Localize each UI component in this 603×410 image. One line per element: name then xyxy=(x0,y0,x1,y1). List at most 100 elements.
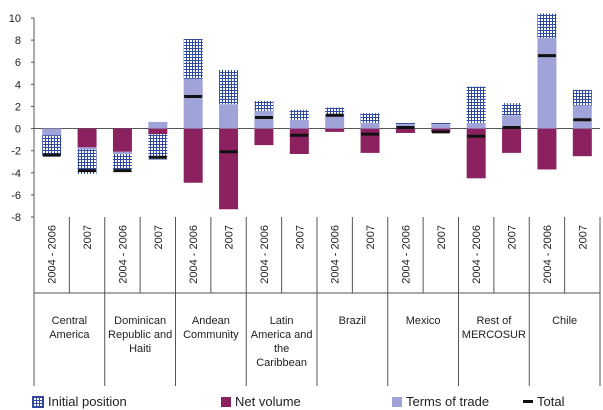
bar-net-volume xyxy=(502,128,522,153)
legend-label-initial-position: Initial position xyxy=(48,394,127,409)
bar-initial-position xyxy=(148,134,168,160)
bar-terms-of-trade xyxy=(466,123,486,129)
bar-initial-position xyxy=(289,109,309,120)
group-label-line: Brazil xyxy=(339,315,367,327)
legend-label-total: Total xyxy=(537,394,565,409)
bar-net-volume xyxy=(360,128,380,153)
period-label: 2004 - 2006 xyxy=(471,225,483,284)
legend-item-net-volume: Net volume xyxy=(221,394,301,409)
bar-terms-of-trade xyxy=(431,124,451,129)
period-label: 2007 xyxy=(507,225,519,249)
period-label: 2004 - 2006 xyxy=(259,225,271,284)
bar-initial-position xyxy=(572,89,592,106)
bar-net-volume xyxy=(395,128,415,133)
bar-initial-position xyxy=(254,100,274,111)
bar-net-volume xyxy=(537,128,557,170)
group-label-line: Chile xyxy=(552,315,577,327)
legend-label-net-volume: Net volume xyxy=(235,394,301,409)
y-tick-label: 4 xyxy=(15,79,21,91)
y-tick-label: -2 xyxy=(11,146,21,158)
bar-initial-position xyxy=(77,149,97,174)
bar-initial-position xyxy=(42,135,62,156)
y-tick-label: 10 xyxy=(9,13,21,25)
group-label-line: the xyxy=(274,343,289,355)
y-tick-label: -6 xyxy=(11,190,21,202)
bar-initial-position xyxy=(325,107,345,115)
bar-net-volume xyxy=(431,128,451,132)
group-label-central-america: Central America xyxy=(49,315,90,341)
bar-terms-of-trade xyxy=(537,37,557,129)
bar-initial-position xyxy=(183,39,203,79)
bar-initial-position xyxy=(360,113,380,124)
group-label-line: America and xyxy=(251,329,313,341)
bar-net-volume xyxy=(77,128,97,148)
group-label-rest-of-mercosur: Rest of MERCOSUR xyxy=(462,315,526,341)
group-label-dominican-republic-and-haiti: Dominican Republic and Haiti xyxy=(108,315,172,355)
group-label-chile: Chile xyxy=(552,315,577,327)
bar-net-volume xyxy=(219,128,239,210)
bar-net-volume xyxy=(254,128,274,146)
period-label: 2004 - 2006 xyxy=(47,225,59,284)
bar-net-volume xyxy=(572,128,592,157)
bar-terms-of-trade xyxy=(77,147,97,150)
bar-initial-position xyxy=(112,153,132,172)
legend-item-initial-position: Initial position xyxy=(32,394,127,409)
period-label: 2007 xyxy=(153,225,165,249)
y-tick-label: 0 xyxy=(15,124,21,136)
bar-terms-of-trade xyxy=(112,151,132,154)
group-label-line: Dominican xyxy=(114,315,166,327)
group-label-line: Community xyxy=(183,329,239,341)
bar-terms-of-trade xyxy=(219,104,239,129)
group-label-line: Mexico xyxy=(406,315,441,327)
chart: -8 -6 -4 -2 0 2 4 6 8 10 2004 - 2006 2007 2004 - 20… xyxy=(9,13,601,386)
y-tick-label: 2 xyxy=(15,101,21,113)
bar-initial-position xyxy=(395,123,415,125)
bar-initial-position xyxy=(219,69,239,105)
bar-initial-position xyxy=(537,13,557,38)
y-tick-label: -4 xyxy=(11,168,21,180)
bar-terms-of-trade xyxy=(289,119,309,129)
bar-terms-of-trade xyxy=(254,110,274,129)
bar-net-volume xyxy=(112,128,132,152)
bar-initial-position xyxy=(502,103,522,116)
group-label-line: Republic and xyxy=(108,329,172,341)
period-label: 2007 xyxy=(577,225,589,249)
group-label-line: Central xyxy=(52,315,87,327)
period-label: 2004 - 2006 xyxy=(117,225,129,284)
group-label-mexico: Mexico xyxy=(406,315,441,327)
group-label-line: America xyxy=(49,329,90,341)
legend-item-total: Total xyxy=(523,394,564,409)
bar-terms-of-trade xyxy=(360,123,380,129)
bar-terms-of-trade xyxy=(42,128,62,136)
bar-net-volume xyxy=(325,128,345,132)
legend-swatch-total xyxy=(523,400,533,403)
y-tick-label: 6 xyxy=(15,57,21,69)
legend-swatch-terms-of-trade xyxy=(392,396,402,407)
group-label-latin-america-and-the-caribbean: Latin America and the Caribbean xyxy=(251,315,313,369)
legend: Initial position Net volume Terms of tra… xyxy=(0,394,603,410)
group-label-line: Haiti xyxy=(129,343,151,355)
period-label: 2007 xyxy=(436,225,448,249)
y-tick-label: -8 xyxy=(11,212,21,224)
bar-net-volume xyxy=(148,128,168,135)
group-label-andean-community: Andean Community xyxy=(183,315,239,341)
legend-swatch-net-volume xyxy=(221,396,231,407)
bar-initial-position xyxy=(431,123,451,125)
period-label: 2007 xyxy=(294,225,306,249)
bar-net-volume xyxy=(183,128,203,183)
legend-item-terms-of-trade: Terms of trade xyxy=(392,394,489,409)
group-label-brazil: Brazil xyxy=(339,315,367,327)
group-label-line: Rest of xyxy=(476,315,512,327)
bar-terms-of-trade xyxy=(148,121,168,129)
group-label-line: MERCOSUR xyxy=(462,329,526,341)
y-tick-label: 8 xyxy=(15,35,21,47)
group-label-line: Latin xyxy=(270,315,294,327)
period-label: 2007 xyxy=(365,225,377,249)
bar-terms-of-trade xyxy=(183,78,203,129)
period-label: 2004 - 2006 xyxy=(542,225,554,284)
period-label: 2007 xyxy=(82,225,94,249)
bar-net-volume xyxy=(466,128,486,179)
bar-net-volume xyxy=(289,128,309,154)
bar-terms-of-trade xyxy=(572,105,592,129)
bar-terms-of-trade xyxy=(325,114,345,129)
